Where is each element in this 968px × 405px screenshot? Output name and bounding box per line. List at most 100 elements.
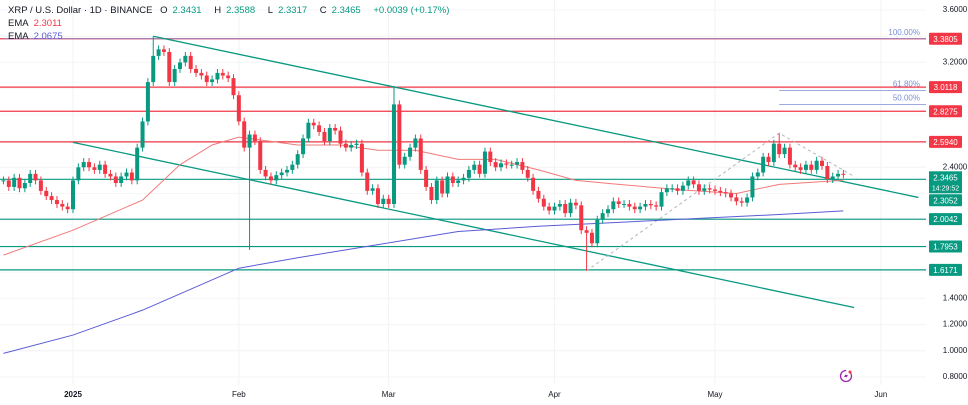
x-tick-label: Jun: [874, 390, 887, 399]
candle-body: [557, 203, 562, 207]
candle-body: [97, 164, 102, 170]
candle: [408, 143, 413, 161]
candle-body: [841, 173, 846, 175]
candle: [145, 78, 150, 126]
candle-body: [734, 197, 739, 202]
candle: [161, 45, 166, 56]
candle: [258, 137, 263, 174]
candle-body: [632, 206, 637, 210]
y-tick-label: 1.0000: [943, 346, 968, 355]
candle: [771, 139, 776, 166]
close-label: C: [319, 5, 327, 16]
candle-body: [707, 188, 712, 190]
chart-legend: XRP / U.S. Dollar · 1D · BINANCE O 2.3431…: [8, 4, 454, 43]
candle-body: [76, 167, 81, 181]
candle: [402, 152, 407, 169]
candle: [354, 139, 359, 149]
candle-body: [729, 193, 734, 198]
candle-body: [718, 190, 723, 193]
candle-body: [258, 141, 263, 170]
candle-body: [306, 122, 311, 139]
candle-body: [424, 169, 429, 187]
candle-body: [268, 176, 273, 181]
candle: [691, 176, 696, 189]
candle-body: [87, 162, 92, 168]
candle: [440, 176, 445, 198]
candle-body: [28, 173, 33, 184]
symbol-title[interactable]: XRP / U.S. Dollar · 1D · BINANCE: [8, 5, 153, 16]
ema-value: 2.0675: [33, 31, 63, 42]
candle: [279, 168, 284, 180]
candle: [638, 202, 643, 214]
candle: [349, 141, 354, 152]
candle: [108, 169, 113, 181]
candle: [194, 65, 199, 77]
candle: [670, 184, 675, 193]
candle-body: [236, 95, 241, 122]
candle-body: [836, 173, 841, 177]
candle-body: [482, 151, 487, 174]
candle-body: [242, 121, 247, 148]
fib-level-label: 100.00%: [888, 28, 920, 37]
candle: [285, 165, 289, 177]
candle: [375, 184, 380, 208]
candle-body: [472, 164, 477, 170]
candle-body: [552, 206, 557, 211]
candle-body: [445, 176, 450, 194]
candle: [515, 158, 520, 169]
candle-body: [210, 79, 215, 83]
candle: [22, 179, 27, 193]
high-value: 2.3588: [226, 5, 256, 16]
candle-body: [440, 180, 445, 194]
candle: [28, 169, 33, 187]
candle-body: [606, 209, 610, 214]
ema-fast-legend[interactable]: EMA 2.3011: [8, 17, 454, 30]
candle: [664, 184, 669, 197]
trendline-price-label: 2.3052: [933, 196, 958, 205]
candle-body: [579, 205, 584, 231]
candle-body: [691, 180, 696, 185]
candle-body: [6, 180, 11, 187]
candle-body: [787, 147, 792, 165]
candle-body: [509, 164, 514, 166]
candle-body: [504, 163, 509, 165]
lightning-refresh-icon[interactable]: [839, 369, 853, 383]
candle-body: [188, 55, 193, 69]
candle-body: [766, 156, 771, 163]
candle: [188, 51, 193, 73]
x-tick-label: Apr: [548, 390, 561, 399]
candle: [659, 188, 664, 211]
candle-body: [761, 156, 766, 173]
candle-body: [156, 49, 161, 56]
candle: [830, 172, 835, 184]
candle: [92, 163, 97, 174]
candle-body: [301, 138, 306, 155]
candle: [579, 201, 584, 235]
candle: [445, 172, 450, 198]
candle: [327, 124, 332, 146]
resistance-price-label-box: [929, 105, 962, 118]
y-tick-label: 1.4000: [943, 293, 968, 302]
candle-body: [525, 169, 530, 178]
ema-value: 2.3011: [33, 18, 62, 29]
candle-body: [108, 173, 113, 177]
candle: [606, 205, 610, 218]
candle: [466, 165, 471, 182]
ema-slow-line: [3, 210, 844, 354]
candle: [707, 184, 712, 194]
candle: [836, 169, 841, 181]
ema-slow-legend[interactable]: EMA 2.0675: [8, 30, 454, 43]
candle-body: [434, 180, 439, 201]
candle: [167, 48, 172, 87]
candle-body: [499, 163, 503, 168]
resistance-price-label-box: [929, 32, 962, 45]
candle-body: [226, 75, 231, 79]
candle: [76, 163, 81, 185]
resistance-price-label-box: [929, 81, 962, 94]
icon-ring: [839, 369, 853, 383]
candle: [113, 172, 118, 187]
candle-body: [627, 203, 632, 207]
candle: [311, 118, 316, 130]
candle-body: [343, 143, 348, 148]
